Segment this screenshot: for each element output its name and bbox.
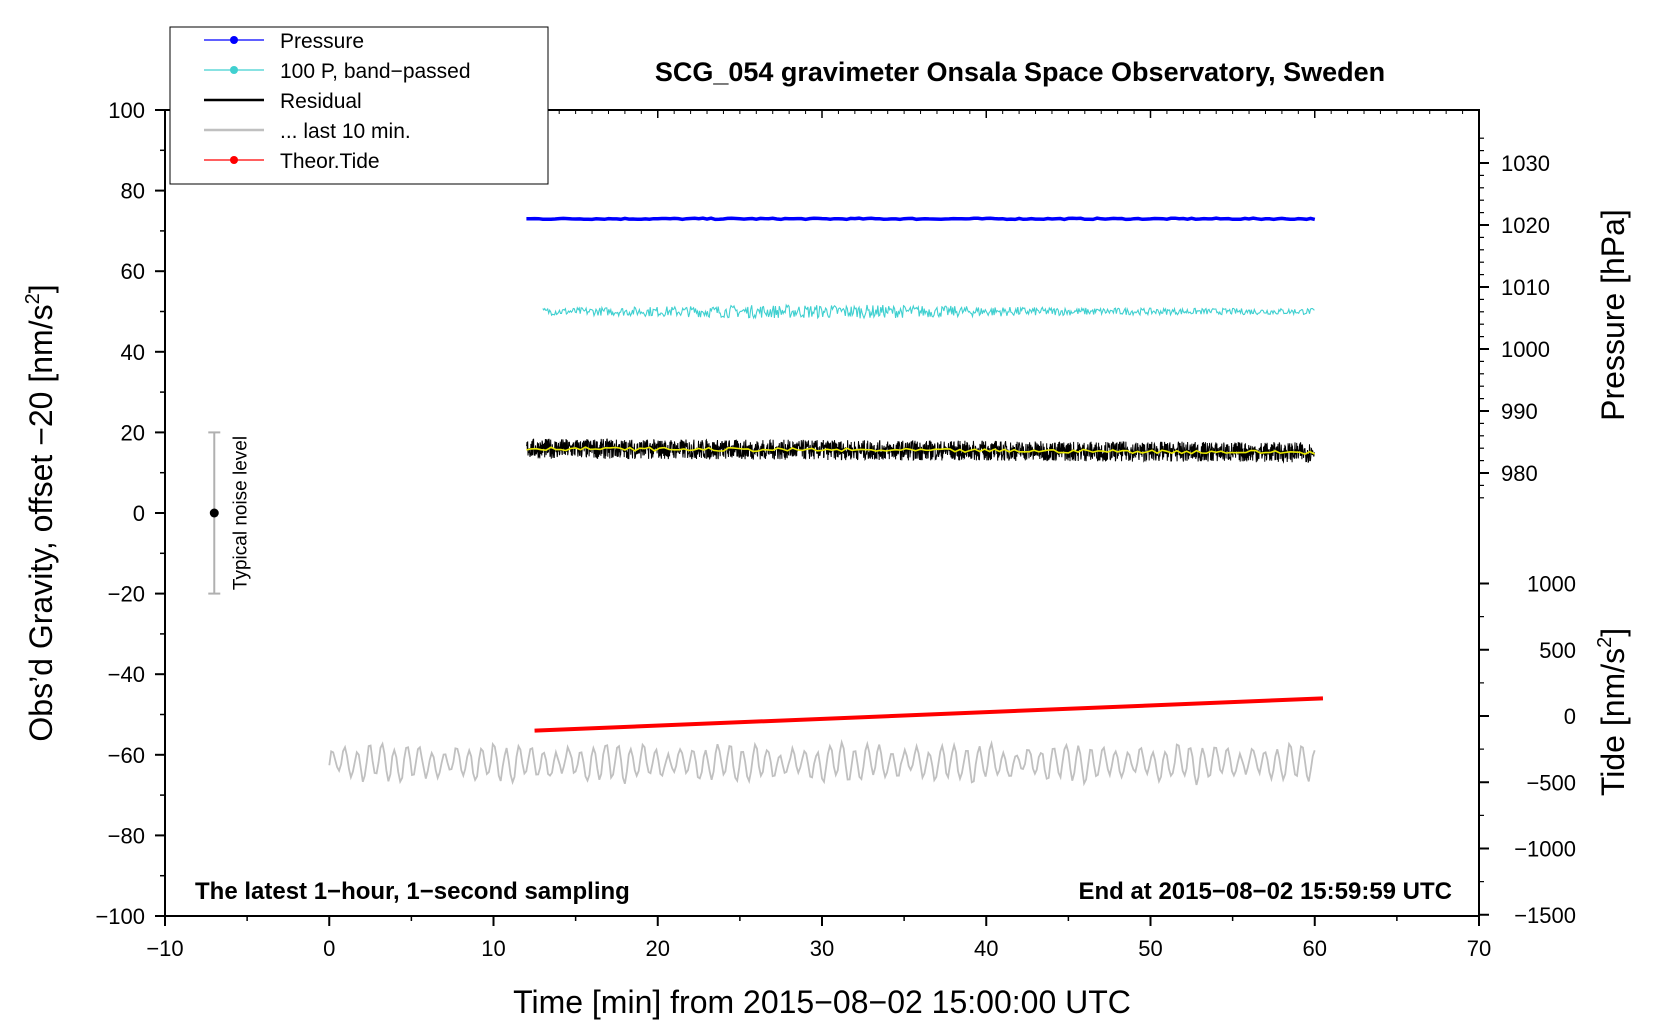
legend-box	[169, 26, 549, 185]
series-last-10-min	[328, 738, 1316, 787]
pressure-axis-title: Pressure [hPa]	[1595, 209, 1631, 421]
y-axis-ticks: −100 −80 −60 −40 −20 0 20 40 60 80 100	[95, 98, 165, 929]
y-tick-label: 40	[121, 340, 145, 365]
noise-bar-dot	[209, 508, 219, 518]
annotation-sampling: The latest 1−hour, 1−second sampling	[195, 878, 630, 905]
x-axis-ticks: −10 0 10 20 30 40 50 60 70	[146, 110, 1491, 961]
x-tick-label: 40	[974, 936, 998, 961]
y-tick-label: 60	[121, 259, 145, 284]
y-tick-label: −100	[95, 904, 145, 929]
series-theor-tide	[534, 696, 1324, 733]
x-tick-label: 60	[1303, 936, 1327, 961]
y-tick-label: 0	[133, 501, 145, 526]
y-tick-label: −60	[108, 743, 145, 768]
x-tick-label: 20	[646, 936, 670, 961]
y-axis-title: Obs’d Gravity, offset −20 [nm/s2]	[22, 284, 59, 741]
series-residual	[525, 438, 1315, 464]
tide-tick-label: 1000	[1527, 572, 1576, 597]
legend-dot	[230, 36, 238, 44]
x-tick-label: 0	[323, 936, 335, 961]
x-axis-title: Time [min] from 2015−08−02 15:00:00 UTC	[513, 984, 1131, 1020]
legend-dot	[230, 156, 238, 164]
tide-tick-label: 0	[1564, 704, 1576, 729]
x-tick-label: 30	[810, 936, 834, 961]
x-tick-label: −10	[146, 936, 183, 961]
pressure-tick-label: 980	[1501, 461, 1538, 486]
tide-axis-ticks: −1500 −1000 −500 0 500 1000	[1479, 572, 1576, 928]
pressure-tick-label: 1010	[1501, 275, 1550, 300]
pressure-tick-label: 1000	[1501, 337, 1550, 362]
noise-level-bar: Typical noise level	[208, 431, 251, 595]
legend-label: Pressure	[280, 30, 364, 53]
pressure-tick-label: 1030	[1501, 151, 1550, 176]
series-pressure	[526, 216, 1316, 222]
y-tick-label: 80	[121, 179, 145, 204]
pressure-axis-ticks: 980 990 1000 1010 1020 1030	[1479, 137, 1550, 499]
legend-dot	[230, 66, 238, 74]
x-tick-label: 50	[1138, 936, 1162, 961]
series-layer	[328, 216, 1324, 787]
legend-label: ... last 10 min.	[280, 120, 411, 143]
tide-tick-label: −1500	[1514, 903, 1576, 928]
annotation-end-time: End at 2015−08−02 15:59:59 UTC	[1078, 878, 1452, 905]
y-tick-label: 100	[108, 98, 145, 123]
tide-tick-label: −1000	[1514, 837, 1576, 862]
legend: Pressure 100 P, band−passed Residual ... la…	[169, 26, 549, 185]
y-tick-label: −40	[108, 662, 145, 687]
chart-title: SCG_054 gravimeter Onsala Space Observat…	[655, 57, 1385, 87]
pressure-tick-label: 990	[1501, 399, 1538, 424]
legend-label: 100 P, band−passed	[280, 60, 471, 83]
pressure-tick-label: 1020	[1501, 213, 1550, 238]
series-residual-smoothed	[526, 446, 1316, 455]
y-tick-label: 20	[121, 420, 145, 445]
plot-frame	[164, 109, 1480, 917]
legend-label: Theor.Tide	[280, 150, 380, 173]
tide-tick-label: −500	[1526, 770, 1576, 795]
tide-axis-title: Tide [nm/s2]	[1594, 628, 1631, 796]
y-tick-label: −80	[108, 823, 145, 848]
x-tick-label: 70	[1467, 936, 1491, 961]
x-tick-label: 10	[481, 936, 505, 961]
y-tick-label: −20	[108, 582, 145, 607]
series-band-passed	[542, 303, 1315, 320]
legend-label: Residual	[280, 90, 362, 113]
noise-level-label: Typical noise level	[230, 436, 251, 590]
tide-tick-label: 500	[1539, 638, 1576, 663]
